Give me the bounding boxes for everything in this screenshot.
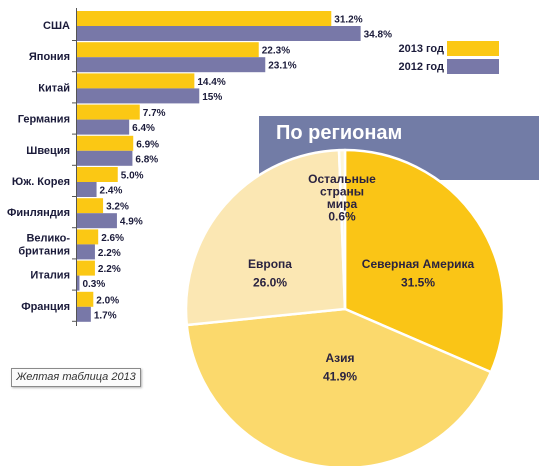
- bar-2012: [77, 275, 80, 291]
- data-label: 6.4%: [132, 123, 155, 134]
- bar-2013: [77, 42, 259, 58]
- bar-2012: [77, 57, 266, 73]
- bar-2013: [77, 260, 95, 276]
- category-label: Юж. Корея: [12, 176, 70, 188]
- data-label: 6.8%: [135, 154, 158, 165]
- data-label: 1.7%: [94, 310, 117, 321]
- category-label: Велико-британия: [18, 232, 70, 257]
- bar-2012: [77, 119, 130, 135]
- data-label: 31.2%: [334, 15, 362, 26]
- bar-chart: США 31.2%34.8% Япония 22.3% 23.1% Китай 14.4% 1…: [7, 8, 392, 326]
- data-label: 2.4%: [100, 186, 123, 197]
- slice-label: Азия 41.9%: [323, 351, 357, 384]
- bar-2012: [77, 26, 361, 41]
- data-label: 14.4%: [197, 77, 225, 88]
- pie-slice: [184, 148, 347, 327]
- bar-2012: [77, 306, 91, 322]
- bar-2013: [77, 167, 118, 182]
- source-label: Желтая таблица 2013: [11, 368, 141, 387]
- data-label: 15%: [202, 92, 222, 103]
- data-label: 34.8%: [364, 30, 392, 41]
- data-label: 2.2%: [98, 248, 121, 259]
- bar-2012: [77, 244, 95, 260]
- bar-2013: [77, 11, 332, 26]
- slice-label: Остальные страны мира 0.6%: [308, 172, 376, 224]
- pie-chart: Северная Америка 31.5% Азия 41.9% Европа 26.0…: [184, 148, 506, 470]
- legend: 2013 год 2012 год: [398, 41, 499, 74]
- data-label: 7.7%: [143, 108, 166, 119]
- data-label: 23.1%: [268, 61, 296, 72]
- category-label: США: [43, 20, 70, 32]
- bar-2012: [77, 182, 97, 197]
- data-label: 4.9%: [120, 217, 143, 228]
- bar-2013: [77, 291, 94, 307]
- legend-swatch: [447, 41, 499, 56]
- legend-label: 2013 год: [398, 43, 444, 55]
- category-label: Китай: [38, 82, 70, 94]
- bar-2012: [77, 88, 200, 104]
- data-label: 3.2%: [106, 202, 129, 213]
- bar-2012: [77, 150, 133, 166]
- data-label: 5.0%: [121, 171, 144, 182]
- category-label: Япония: [29, 51, 70, 63]
- category-label: Италия: [30, 270, 70, 282]
- bar-2013: [77, 198, 104, 214]
- bar-2012: [77, 213, 117, 229]
- legend-label: 2012 год: [398, 61, 444, 73]
- legend-swatch: [447, 59, 499, 74]
- slice-label: Европа 26.0%: [248, 257, 292, 290]
- data-label: 6.9%: [136, 139, 159, 150]
- category-label: Швеция: [26, 145, 70, 157]
- data-label: 2.2%: [98, 264, 121, 275]
- bar-2013: [77, 73, 195, 89]
- data-label: 22.3%: [262, 46, 290, 57]
- bar-2013: [77, 135, 134, 151]
- bar-2013: [77, 229, 99, 245]
- pie-slice: [337, 148, 347, 311]
- data-label: 0.3%: [82, 279, 105, 290]
- category-label: Франция: [21, 301, 70, 313]
- pie-slice: [343, 148, 506, 374]
- slice-label: Северная Америка 31.5%: [362, 257, 475, 290]
- category-label: Финляндия: [7, 207, 70, 219]
- category-label: Германия: [18, 114, 70, 126]
- pie-title: По регионам: [276, 122, 402, 144]
- data-label: 2.6%: [101, 233, 124, 244]
- data-label: 2.0%: [96, 295, 119, 306]
- bar-2013: [77, 104, 140, 120]
